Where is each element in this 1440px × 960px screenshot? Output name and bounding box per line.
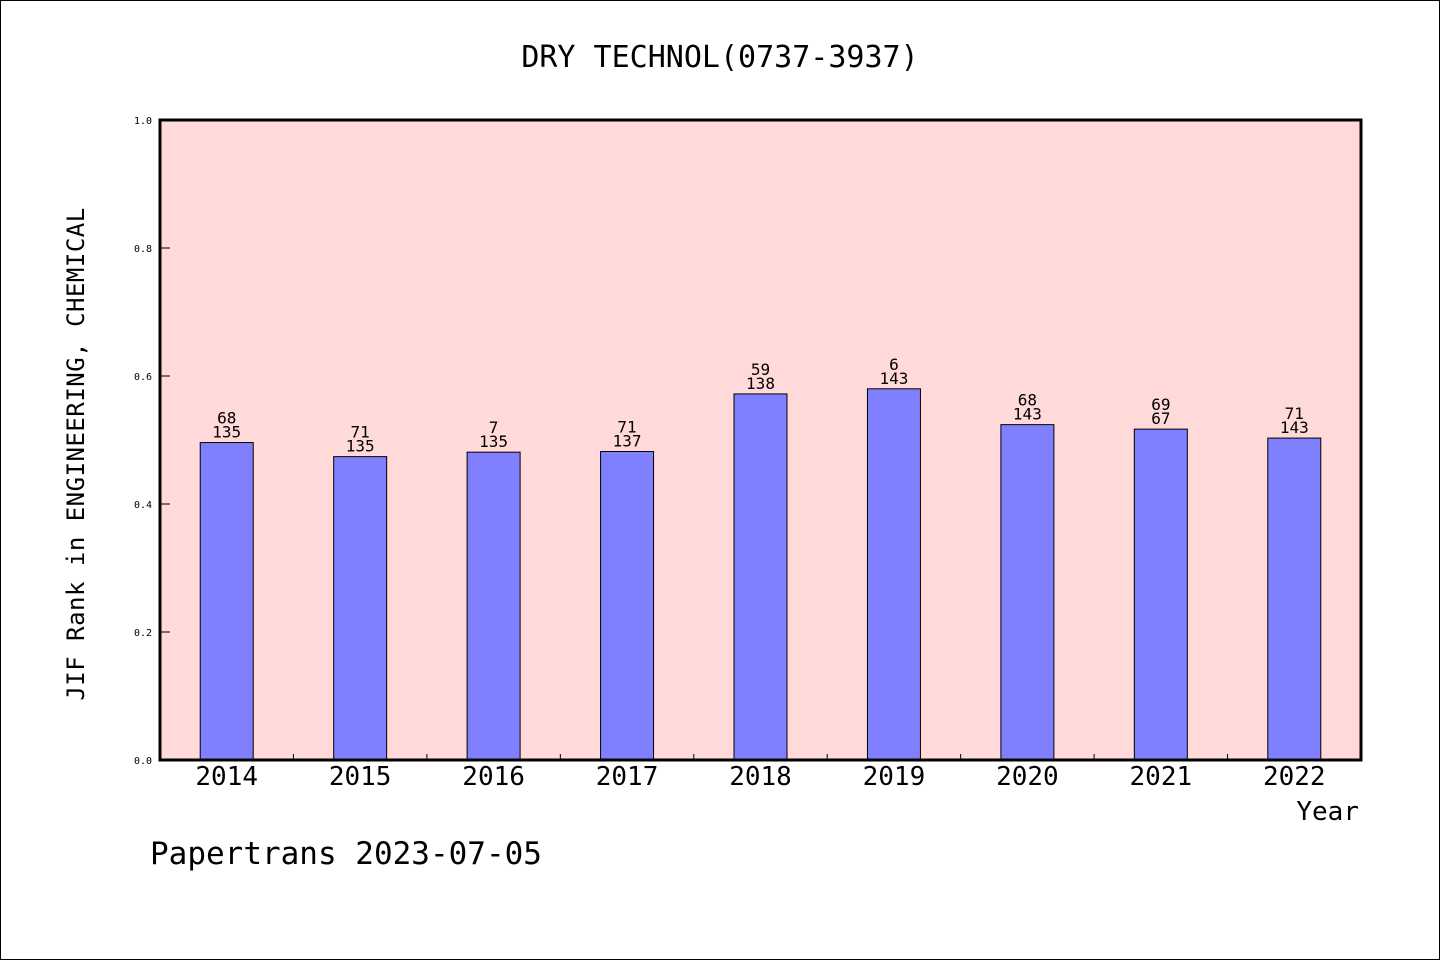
y-tick-label: 0.8 xyxy=(134,244,152,255)
bar-label-bottom-2021: 67 xyxy=(1151,409,1170,428)
bar-2020 xyxy=(1000,424,1055,761)
bar-label-top-2017: 71 xyxy=(617,418,636,437)
bar-label-bottom-2014: 135 xyxy=(212,423,241,442)
bar-2014 xyxy=(199,442,254,761)
bar-label-top-2016: 7 xyxy=(489,418,499,437)
y-tick-label: 0.6 xyxy=(134,372,152,383)
bar-label-bottom-2017: 137 xyxy=(613,432,642,451)
x-tick-label-2021: 2021 xyxy=(1130,762,1193,792)
ticks-group: 0.0 0.2 0.4 0.6 0.8 1.0 2014 2015 2016 2017 2018 20… xyxy=(134,116,1326,792)
x-tick-label-2017: 2017 xyxy=(596,762,659,792)
bar-label-top-2021: 69 xyxy=(1151,395,1170,414)
bar-2019 xyxy=(866,388,921,761)
x-tick-label-2022: 2022 xyxy=(1263,762,1326,792)
bar-label-bottom-2020: 143 xyxy=(1013,405,1042,424)
y-tick-label: 0.4 xyxy=(134,500,152,511)
x-tick-label-2016: 2016 xyxy=(462,762,525,792)
bar-2016 xyxy=(466,451,521,761)
x-tick-label-2015: 2015 xyxy=(329,762,392,792)
bar-label-bottom-2016: 135 xyxy=(479,432,508,451)
bar-label-bottom-2018: 138 xyxy=(746,374,775,393)
bar-2021 xyxy=(1133,428,1188,761)
x-axis-label: Year xyxy=(1296,797,1359,827)
y-axis-label: JIF Rank in ENGINEERING, CHEMICAL xyxy=(62,207,90,700)
y-tick-label: 0.2 xyxy=(134,628,152,639)
bar-label-bottom-2019: 143 xyxy=(879,369,908,388)
x-tick-label-2018: 2018 xyxy=(729,762,792,792)
bar-2022 xyxy=(1267,437,1322,761)
bar-label-top-2015: 71 xyxy=(351,423,370,442)
x-tick-label-2020: 2020 xyxy=(996,762,1059,792)
bar-label-top-2018: 59 xyxy=(751,360,770,379)
bar-label-top-2019: 6 xyxy=(889,355,899,374)
bar-label-top-2014: 68 xyxy=(217,409,236,428)
bar-label-top-2020: 68 xyxy=(1018,391,1037,410)
bar-label-top-2022: 71 xyxy=(1285,404,1304,423)
bar-label-bottom-2015: 135 xyxy=(346,437,375,456)
bar-2015 xyxy=(333,456,388,761)
bar-2017 xyxy=(600,451,655,761)
bar-2018 xyxy=(733,393,788,761)
footer-text: Papertrans 2023-07-05 xyxy=(150,836,542,872)
y-tick-label: 0.0 xyxy=(134,756,152,767)
plot-border xyxy=(158,118,1363,762)
chart-title: DRY TECHNOL(0737-3937) xyxy=(521,40,918,75)
y-tick-label: 1.0 xyxy=(134,116,152,127)
bar-label-bottom-2022: 143 xyxy=(1280,418,1309,437)
x-tick-label-2014: 2014 xyxy=(195,762,258,792)
x-tick-label-2019: 2019 xyxy=(863,762,926,792)
